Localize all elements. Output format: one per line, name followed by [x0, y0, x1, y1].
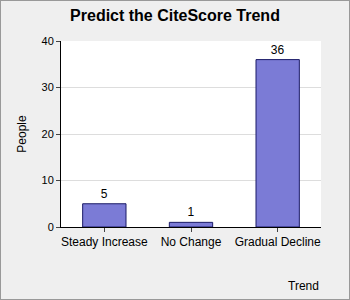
svg-text:1: 1	[188, 205, 195, 219]
svg-text:Predict the CiteScore Trend: Predict the CiteScore Trend	[70, 7, 280, 24]
svg-text:10: 10	[42, 174, 54, 186]
svg-text:0: 0	[48, 221, 54, 233]
svg-text:No Change: No Change	[161, 235, 222, 249]
svg-text:30: 30	[42, 81, 54, 93]
svg-text:People: People	[15, 115, 29, 153]
svg-text:40: 40	[42, 35, 54, 47]
svg-text:Gradual Decline: Gradual Decline	[235, 235, 321, 249]
svg-text:Steady Increase: Steady Increase	[61, 235, 148, 249]
svg-text:5: 5	[101, 187, 108, 201]
svg-text:Trend: Trend	[288, 279, 319, 293]
svg-text:36: 36	[271, 43, 285, 57]
svg-text:20: 20	[42, 128, 54, 140]
